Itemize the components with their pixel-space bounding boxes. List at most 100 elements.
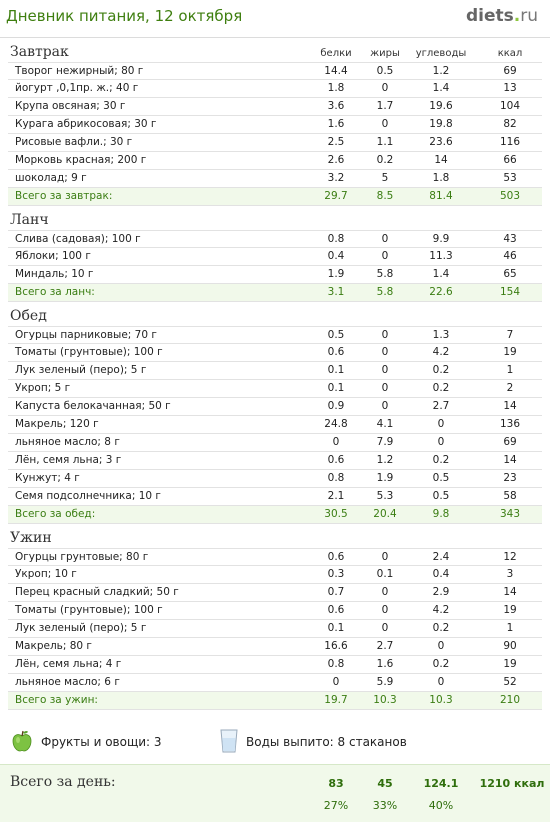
carbs-value: 0.2 xyxy=(432,364,450,376)
carbs-value: 4.2 xyxy=(432,346,450,358)
food-row[interactable]: Яблоки; 100 г 0.4 0 11.3 46 xyxy=(8,248,542,266)
fat-value: 1.7 xyxy=(376,100,394,112)
protein-value: 0 xyxy=(332,436,340,448)
food-row[interactable]: Лук зеленый (перо); 5 г 0.1 0 0.2 1 xyxy=(8,620,542,638)
logo-main: diets xyxy=(465,6,514,26)
kcal-value: 23 xyxy=(503,472,517,484)
food-row[interactable]: Макрель; 80 г 16.6 2.7 0 90 xyxy=(8,638,542,656)
kcal-value: 14 xyxy=(503,400,517,412)
fat-value: 1.2 xyxy=(376,454,394,466)
meal-total-row: Всего за ужин: 19.7 10.3 10.3 210 xyxy=(8,692,542,710)
total-label: Всего за обед: xyxy=(15,508,96,520)
fat-value: 5 xyxy=(381,172,389,184)
food-row[interactable]: Огурцы парниковые; 70 г 0.5 0 1.3 7 xyxy=(8,326,542,344)
food-row[interactable]: Укроп; 5 г 0.1 0 0.2 2 xyxy=(8,380,542,398)
protein-value: 1.6 xyxy=(327,118,345,130)
carbs-value: 1.4 xyxy=(432,82,450,94)
fat-value: 5.3 xyxy=(376,490,394,502)
protein-value: 0.7 xyxy=(327,586,345,598)
food-row[interactable]: Лён, семя льна; 4 г 0.8 1.6 0.2 19 xyxy=(8,656,542,674)
carbs-value: 0.2 xyxy=(432,622,450,634)
food-row[interactable]: Кунжут; 4 г 0.8 1.9 0.5 23 xyxy=(8,470,542,488)
food-row[interactable]: Лук зеленый (перо); 5 г 0.1 0 0.2 1 xyxy=(8,362,542,380)
food-row[interactable]: Томаты (грунтовые); 100 г 0.6 0 4.2 19 xyxy=(8,344,542,362)
carbs-value: 0 xyxy=(437,436,445,448)
food-name: Огурцы грунтовые; 80 г xyxy=(15,551,149,563)
carbs-value: 2.4 xyxy=(432,551,450,563)
fat-value: 20.4 xyxy=(373,508,397,520)
kcal-value: 14 xyxy=(503,586,517,598)
carbs-value: 0.2 xyxy=(432,454,450,466)
carbs-value: 0.5 xyxy=(432,472,450,484)
extras-bar: Фрукты и овощи: 3 Воды выпито: 8 стакано… xyxy=(0,728,550,758)
carbs-value: 22.6 xyxy=(429,286,453,298)
protein-value: 2.6 xyxy=(327,154,345,166)
meal-title: Обед xyxy=(10,308,47,324)
food-name: Творог нежирный; 80 г xyxy=(15,65,144,77)
protein-value: 0.3 xyxy=(327,568,345,580)
carbs-value: 0.4 xyxy=(432,568,450,580)
food-row[interactable]: Крупа овсяная; 30 г 3.6 1.7 19.6 104 xyxy=(8,98,542,116)
protein-value: 0 xyxy=(332,676,340,688)
food-row[interactable]: Семя подсолнечника; 10 г 2.1 5.3 0.5 58 xyxy=(8,488,542,506)
fat-value: 0 xyxy=(381,329,389,341)
food-name: Лук зеленый (перо); 5 г xyxy=(15,364,147,376)
food-row[interactable]: Капуста белокачанная; 50 г 0.9 0 2.7 14 xyxy=(8,398,542,416)
food-row[interactable]: шоколад; 9 г 3.2 5 1.8 53 xyxy=(8,170,542,188)
meal-total-row: Всего за ланч: 3.1 5.8 22.6 154 xyxy=(8,284,542,302)
fat-value: 2.7 xyxy=(376,640,394,652)
kcal-value: 1 xyxy=(506,364,514,376)
site-logo[interactable]: diets.ru xyxy=(466,6,538,26)
food-row[interactable]: йогурт ,0,1пр. ж.; 40 г 1.8 0 1.4 13 xyxy=(8,80,542,98)
fat-value: 1.9 xyxy=(376,472,394,484)
column-header-kcal: ккал xyxy=(497,48,523,59)
fat-value: 0.1 xyxy=(376,568,394,580)
food-name: льняное масло; 6 г xyxy=(15,676,120,688)
food-row[interactable]: Миндаль; 10 г 1.9 5.8 1.4 65 xyxy=(8,266,542,284)
food-row[interactable]: Огурцы грунтовые; 80 г 0.6 0 2.4 12 xyxy=(8,548,542,566)
food-name: Лён, семя льна; 4 г xyxy=(15,658,122,670)
column-header-fat: жиры xyxy=(370,48,400,59)
protein-value: 2.1 xyxy=(327,490,345,502)
protein-value: 0.4 xyxy=(327,250,345,262)
meal-header: Завтрак белки жиры углеводы ккал xyxy=(0,38,550,62)
food-name: Капуста белокачанная; 50 г xyxy=(15,400,171,412)
protein-value: 3.6 xyxy=(327,100,345,112)
carbs-value: 10.3 xyxy=(429,694,453,706)
meal-header: Обед xyxy=(0,302,550,326)
fat-value: 0 xyxy=(381,364,389,376)
carbs-value: 0 xyxy=(437,418,445,430)
fat-value: 8.5 xyxy=(376,190,394,202)
day-total: Всего за день: 83 45 124.1 1210 ккал 27%… xyxy=(0,764,550,822)
food-row[interactable]: Укроп; 10 г 0.3 0.1 0.4 3 xyxy=(8,566,542,584)
food-row[interactable]: Курага абрикосовая; 30 г 1.6 0 19.8 82 xyxy=(8,116,542,134)
food-name: Макрель; 120 г xyxy=(15,418,99,430)
kcal-value: 7 xyxy=(506,329,514,341)
meal-supper: Ужин Огурцы грунтовые; 80 г 0.6 0 2.4 12 Укроп… xyxy=(0,524,550,710)
food-name: Кунжут; 4 г xyxy=(15,472,80,484)
food-name: Миндаль; 10 г xyxy=(15,268,94,280)
food-row[interactable]: Томаты (грунтовые); 100 г 0.6 0 4.2 19 xyxy=(8,602,542,620)
kcal-value: 1 xyxy=(506,622,514,634)
food-name: Перец красный сладкий; 50 г xyxy=(15,586,179,598)
food-row[interactable]: льняное масло; 8 г 0 7.9 0 69 xyxy=(8,434,542,452)
food-row[interactable]: Творог нежирный; 80 г 14.4 0.5 1.2 69 xyxy=(8,62,542,80)
food-row[interactable]: Макрель; 120 г 24.8 4.1 0 136 xyxy=(8,416,542,434)
fat-value: 10.3 xyxy=(373,694,397,706)
protein-value: 19.7 xyxy=(324,694,348,706)
total-label: Всего за ужин: xyxy=(15,694,98,706)
meal-lunch: Ланч Слива (садовая); 100 г 0.8 0 9.9 43 Яблок… xyxy=(0,206,550,302)
food-row[interactable]: Слива (садовая); 100 г 0.8 0 9.9 43 xyxy=(8,230,542,248)
food-name: Морковь красная; 200 г xyxy=(15,154,147,166)
food-row[interactable]: Рисовые вафли.; 30 г 2.5 1.1 23.6 116 xyxy=(8,134,542,152)
food-row[interactable]: Морковь красная; 200 г 2.6 0.2 14 66 xyxy=(8,152,542,170)
food-row[interactable]: Перец красный сладкий; 50 г 0.7 0 2.9 14 xyxy=(8,584,542,602)
food-row[interactable]: Лён, семя льна; 3 г 0.6 1.2 0.2 14 xyxy=(8,452,542,470)
day-total-kcal: 1210 ккал xyxy=(479,777,545,790)
carbs-value: 19.8 xyxy=(429,118,453,130)
day-protein-percent: 27% xyxy=(323,799,349,812)
food-row[interactable]: льняное масло; 6 г 0 5.9 0 52 xyxy=(8,674,542,692)
page-title: Дневник питания, 12 октября xyxy=(6,7,243,25)
kcal-value: 3 xyxy=(506,568,514,580)
protein-value: 0.8 xyxy=(327,658,345,670)
